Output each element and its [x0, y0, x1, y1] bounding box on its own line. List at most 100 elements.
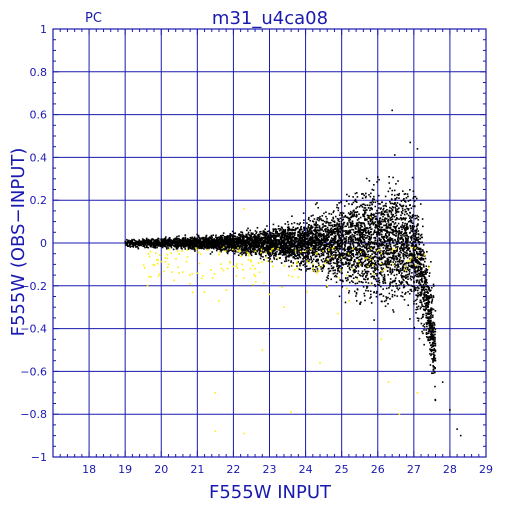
data-point [426, 286, 429, 288]
data-point [140, 244, 143, 247]
data-point [354, 224, 356, 227]
data-point [345, 225, 347, 228]
data-point [362, 236, 364, 238]
data-point [306, 231, 308, 234]
data-point [396, 247, 398, 250]
data-point [342, 236, 344, 238]
data-point [303, 219, 305, 222]
data-point [283, 237, 285, 240]
data-point [305, 249, 308, 252]
data-point [248, 234, 251, 236]
data-point [429, 326, 431, 329]
data-point [344, 249, 347, 251]
data-point [267, 246, 269, 249]
data-point [388, 249, 390, 252]
data-point [382, 250, 384, 252]
data-point [355, 213, 358, 216]
data-point [279, 236, 282, 239]
data-point [402, 264, 405, 266]
data-point [302, 264, 305, 266]
data-point [315, 232, 318, 234]
data-point [361, 246, 363, 248]
data-point [364, 229, 367, 232]
data-point [177, 246, 180, 248]
data-point [396, 211, 398, 214]
data-point [263, 243, 265, 245]
data-point [338, 237, 341, 240]
data-point [250, 235, 253, 238]
data-point [419, 203, 422, 205]
data-point [362, 281, 364, 284]
data-point [355, 248, 358, 250]
data-point [342, 248, 344, 251]
data-point [316, 217, 319, 219]
data-point [304, 262, 307, 264]
data-point [303, 244, 306, 247]
data-point [366, 244, 368, 246]
data-point [355, 251, 358, 254]
data-point [413, 259, 415, 261]
data-point [400, 245, 402, 248]
data-point [227, 246, 229, 249]
data-point [273, 249, 276, 252]
data-point [385, 296, 387, 298]
data-point [394, 206, 397, 209]
data-point [373, 291, 376, 293]
data-point [342, 252, 344, 254]
data-point [405, 232, 408, 234]
data-point [333, 225, 336, 228]
data-point [244, 241, 247, 244]
data-point [392, 233, 394, 236]
data-point [413, 195, 415, 198]
data-point [322, 244, 325, 247]
data-point [406, 193, 409, 195]
data-point [324, 246, 327, 248]
data-point [424, 309, 426, 312]
data-point [167, 247, 170, 249]
data-point [301, 239, 303, 242]
data-point [346, 252, 349, 255]
data-point [333, 241, 335, 243]
data-point [224, 238, 227, 240]
data-point [333, 221, 336, 224]
data-point [430, 330, 433, 332]
data-point [332, 232, 335, 234]
data-point [258, 253, 261, 256]
data-point [357, 241, 360, 244]
data-point [236, 246, 239, 248]
data-point [400, 218, 403, 221]
data-point [191, 248, 194, 250]
data-point [370, 293, 372, 296]
data-point [362, 285, 365, 288]
data-point [308, 232, 311, 235]
data-point [326, 240, 328, 242]
data-point [396, 260, 399, 263]
data-point [376, 218, 378, 221]
data-point [249, 247, 251, 250]
data-point [388, 292, 391, 295]
data-point [310, 215, 313, 217]
data-point [347, 212, 350, 214]
data-point [339, 254, 342, 257]
data-point [278, 246, 281, 249]
data-point [412, 232, 415, 235]
data-point [339, 237, 342, 239]
data-point [269, 253, 272, 256]
data-point [307, 255, 309, 257]
data-point [433, 366, 435, 368]
data-point [366, 274, 368, 277]
data-point [405, 197, 408, 199]
data-point [243, 241, 245, 244]
data-point [410, 264, 413, 267]
data-point [413, 225, 416, 228]
data-point [361, 272, 363, 274]
data-point [358, 244, 360, 247]
data-point [363, 194, 366, 197]
data-point [354, 265, 357, 268]
data-point [302, 258, 305, 260]
data-point [366, 272, 368, 275]
data-point [380, 256, 383, 259]
data-point [282, 244, 285, 246]
data-point [431, 349, 433, 351]
data-point [419, 234, 422, 237]
